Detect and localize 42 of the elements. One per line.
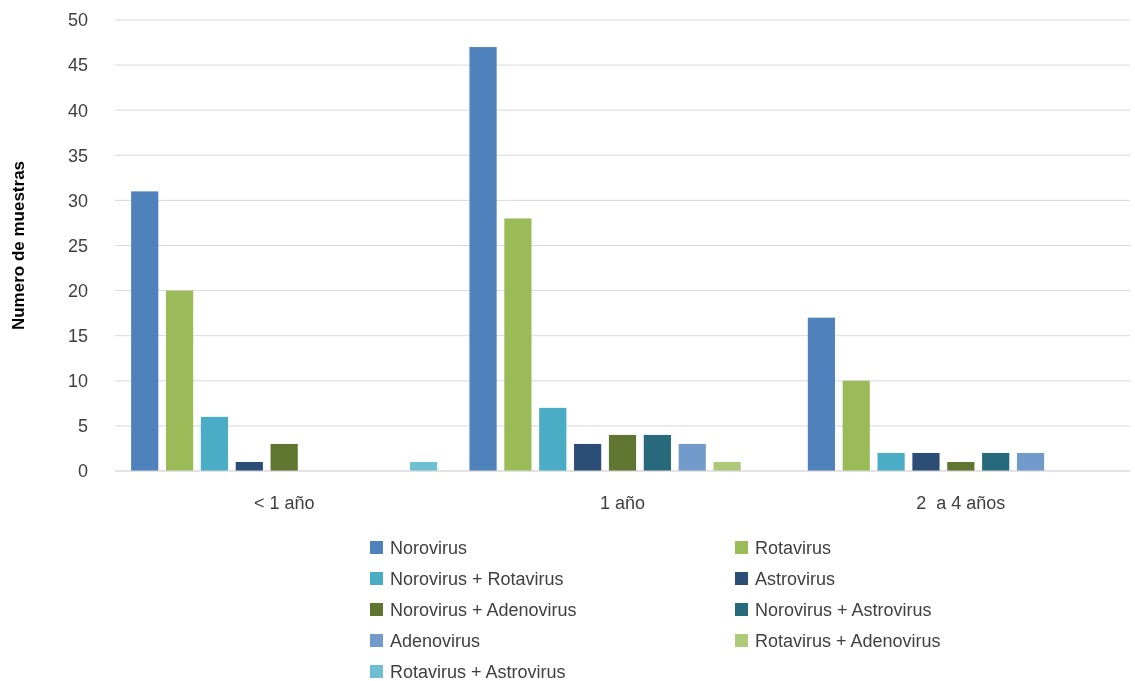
- legend-label: Rotavirus: [755, 538, 832, 559]
- legend-label: Norovirus: [390, 538, 468, 559]
- bar: [270, 443, 298, 471]
- bar: [678, 443, 706, 471]
- y-tick-label: 20: [67, 280, 88, 301]
- y-axis-title: Numero de muestras: [9, 160, 28, 331]
- legend-label: Rotavirus + Astrovirus: [390, 662, 566, 681]
- legend-label: Norovirus + Adenovirus: [390, 600, 577, 621]
- bar: [807, 317, 835, 471]
- bar: [608, 434, 637, 471]
- legend-label: Rotavirus + Adenovirus: [755, 631, 941, 652]
- bar: [539, 407, 567, 471]
- y-tick-label: 25: [67, 235, 88, 256]
- y-tick-label: 35: [67, 145, 88, 166]
- y-tick-label: 5: [77, 416, 88, 437]
- legend-label: Norovirus + Rotavirus: [390, 569, 564, 590]
- bar: [131, 191, 159, 471]
- bar: [713, 461, 741, 471]
- bar: [643, 434, 671, 471]
- bar: [842, 380, 870, 471]
- y-tick-label: 45: [67, 55, 88, 76]
- y-tick-label: 40: [67, 100, 88, 121]
- legend-label: Astrovirus: [755, 569, 836, 590]
- bar: [200, 416, 229, 471]
- y-tick-label: 15: [67, 326, 88, 346]
- x-tick-label: 2 a 4 años: [916, 493, 1006, 513]
- y-tick-label: 0: [77, 461, 88, 482]
- y-tick-label: 30: [67, 190, 88, 211]
- x-tick-label: < 1 año: [253, 493, 315, 513]
- y-tick-label: 10: [67, 371, 88, 392]
- legend-label: Norovirus + Astrovirus: [755, 600, 932, 621]
- bar: [982, 452, 1010, 471]
- bar: [469, 47, 497, 471]
- bar: [504, 218, 532, 471]
- bar: [165, 290, 194, 471]
- bar: [877, 452, 905, 471]
- y-tick-label: 50: [67, 10, 88, 31]
- legend-label: Adenovirus: [390, 631, 481, 652]
- bar: [912, 452, 940, 471]
- bar: [574, 443, 602, 471]
- x-tick-label: 1 año: [599, 493, 646, 513]
- bar: [1016, 452, 1045, 471]
